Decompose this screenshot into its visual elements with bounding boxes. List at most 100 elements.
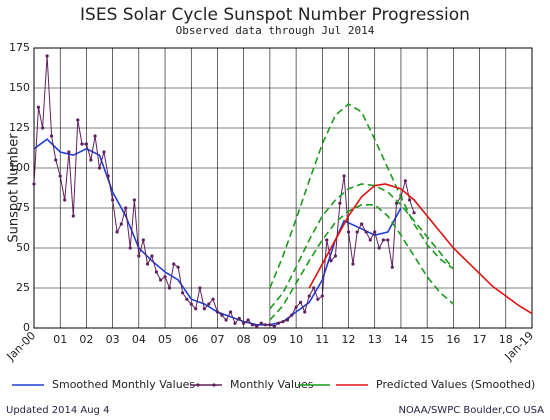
x-tick-label: 07 (210, 333, 224, 346)
data-point (32, 182, 36, 186)
data-point (89, 158, 93, 162)
x-tick-label: 04 (132, 333, 146, 346)
data-point (45, 54, 49, 58)
series-line (308, 183, 533, 315)
data-point (307, 294, 311, 298)
data-point (115, 230, 119, 234)
data-point (325, 238, 329, 242)
data-point (132, 198, 136, 202)
data-point (150, 254, 154, 258)
series-line (269, 204, 454, 321)
data-point (242, 321, 246, 325)
x-tick-label: 13 (368, 333, 382, 346)
data-point (368, 238, 372, 242)
y-tick-label: 175 (9, 41, 30, 54)
series-line (269, 183, 455, 310)
x-tick-label: 06 (184, 333, 198, 346)
data-point (71, 214, 75, 218)
y-tick-label: 75 (16, 201, 30, 214)
data-point (255, 324, 259, 328)
x-tick-label: 03 (106, 333, 120, 346)
data-point (338, 201, 342, 205)
data-point (285, 318, 290, 322)
data-point (49, 134, 54, 138)
footer-left: Updated 2014 Aug 4 (6, 405, 109, 416)
data-point (119, 222, 123, 226)
data-point (145, 262, 150, 266)
data-point (84, 142, 89, 146)
data-point (381, 238, 385, 242)
data-point (202, 307, 206, 311)
x-tick-label: 10 (289, 333, 303, 346)
data-point (76, 118, 80, 122)
data-point (250, 323, 254, 327)
x-tick-label: 18 (499, 333, 513, 346)
legend-label: Predicted Values (Smoothed) (376, 378, 535, 391)
y-tick-label: 50 (16, 241, 30, 254)
data-point (228, 310, 233, 314)
data-point (320, 294, 324, 298)
x-tick-label: 09 (263, 333, 277, 346)
chart-subtitle: Observed data through Jul 2014 (176, 24, 375, 37)
data-point (124, 206, 128, 210)
data-point (412, 211, 416, 215)
footer-right: NOAA/SWPC Boulder,CO USA (398, 405, 544, 416)
series-line (33, 55, 415, 327)
y-tick-label: 100 (9, 161, 30, 174)
data-point (93, 134, 97, 138)
y-tick-label: 25 (16, 281, 30, 294)
data-point (364, 230, 368, 234)
legend-marker (212, 383, 216, 387)
data-point (259, 321, 263, 325)
data-point (377, 246, 381, 250)
data-point (294, 305, 298, 309)
legend-label: Smoothed Monthly Values (52, 378, 195, 391)
data-point (41, 126, 45, 130)
data-point (207, 302, 211, 306)
legend-label: Monthly Values (230, 378, 314, 391)
data-point (386, 238, 390, 242)
data-point (106, 174, 110, 178)
data-point (163, 275, 167, 279)
data-point (54, 158, 58, 162)
x-tick-label: 05 (158, 333, 172, 346)
legend-marker (196, 383, 200, 387)
y-tick-label: 0 (23, 321, 30, 334)
data-point (194, 307, 198, 311)
data-point (290, 313, 294, 317)
data-point (220, 313, 224, 317)
data-point (360, 222, 364, 226)
chart-title: ISES Solar Cycle Sunspot Number Progress… (80, 5, 470, 25)
x-tick-label: 15 (420, 333, 434, 346)
data-point (268, 323, 272, 327)
data-point (281, 320, 285, 324)
x-tick-label: 01 (53, 333, 67, 346)
data-point (181, 291, 185, 295)
data-point (128, 246, 132, 250)
data-point (102, 150, 106, 154)
data-point (263, 323, 268, 327)
data-point (246, 318, 250, 322)
data-point (390, 265, 394, 269)
data-point (276, 321, 281, 325)
data-point (141, 238, 145, 242)
y-tick-label: 150 (9, 81, 30, 94)
data-point (154, 270, 159, 274)
data-point (185, 297, 189, 301)
data-point (355, 230, 359, 234)
data-point (58, 174, 62, 178)
x-tick-label: 14 (394, 333, 408, 346)
data-point (373, 230, 377, 234)
data-point (67, 150, 71, 154)
series-line (269, 103, 454, 289)
data-point (137, 254, 141, 258)
x-tick-label: 11 (315, 333, 329, 346)
data-point (394, 201, 399, 205)
data-point (111, 198, 115, 202)
data-point (224, 318, 228, 322)
data-point (233, 321, 237, 325)
data-point (211, 297, 215, 301)
x-tick-label: 08 (237, 333, 251, 346)
data-point (176, 265, 180, 269)
